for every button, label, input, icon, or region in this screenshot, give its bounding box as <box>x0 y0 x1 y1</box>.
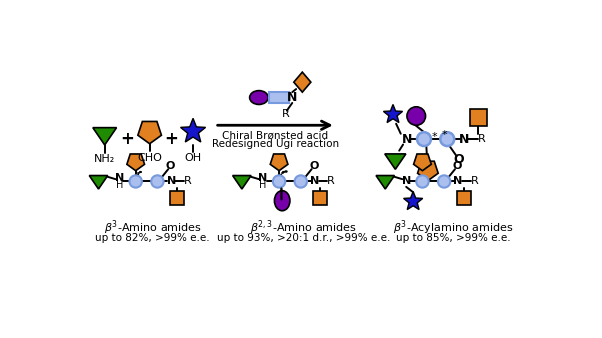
Circle shape <box>438 175 450 188</box>
Bar <box>170 192 184 206</box>
Text: $\beta^3$-Acylamino amides: $\beta^3$-Acylamino amides <box>393 218 514 237</box>
Text: H: H <box>259 180 267 190</box>
Text: O: O <box>166 161 175 171</box>
Text: +: + <box>120 130 134 148</box>
Text: Chiral Brønsted acid: Chiral Brønsted acid <box>222 131 328 141</box>
Text: N: N <box>115 173 124 184</box>
Text: up to 93%, >20:1 d.r., >99% e.e.: up to 93%, >20:1 d.r., >99% e.e. <box>217 233 391 243</box>
Text: R: R <box>471 176 478 187</box>
Bar <box>269 92 289 103</box>
Circle shape <box>440 132 455 146</box>
Ellipse shape <box>275 191 290 211</box>
Text: R: R <box>327 176 335 187</box>
Polygon shape <box>127 154 144 171</box>
Polygon shape <box>93 128 117 145</box>
Text: N: N <box>287 91 297 104</box>
Text: +: + <box>164 130 178 148</box>
Text: N: N <box>310 176 319 187</box>
Text: $\beta^3$-Amino amides: $\beta^3$-Amino amides <box>104 218 202 237</box>
Polygon shape <box>376 175 394 189</box>
Text: N: N <box>167 176 176 187</box>
Text: *: * <box>432 132 438 142</box>
Text: N: N <box>453 176 463 187</box>
Text: NH₂: NH₂ <box>94 154 116 164</box>
Ellipse shape <box>407 107 426 125</box>
Bar <box>456 192 471 206</box>
Bar <box>313 192 327 206</box>
Polygon shape <box>385 154 406 169</box>
Text: O: O <box>453 153 464 166</box>
Bar <box>470 109 487 126</box>
Polygon shape <box>181 118 205 142</box>
Polygon shape <box>270 154 288 171</box>
Polygon shape <box>138 121 161 144</box>
Polygon shape <box>414 154 431 171</box>
Circle shape <box>273 175 285 188</box>
Circle shape <box>151 175 164 188</box>
Text: H: H <box>116 180 123 190</box>
Text: up to 85%, >99% e.e.: up to 85%, >99% e.e. <box>396 233 510 243</box>
Circle shape <box>416 175 429 188</box>
Polygon shape <box>232 175 251 189</box>
Text: R: R <box>184 176 191 187</box>
Text: O: O <box>309 161 318 171</box>
Text: up to 82%, >99% e.e.: up to 82%, >99% e.e. <box>96 233 210 243</box>
Text: R: R <box>281 110 289 119</box>
Polygon shape <box>383 104 403 123</box>
Text: OH: OH <box>184 153 202 163</box>
Circle shape <box>417 132 431 146</box>
Text: N: N <box>258 173 267 184</box>
Text: $\beta^{2,3}$-Amino amides: $\beta^{2,3}$-Amino amides <box>250 218 358 237</box>
Text: Redesigned Ugi reaction: Redesigned Ugi reaction <box>212 139 339 149</box>
Polygon shape <box>294 72 311 92</box>
Text: CHO: CHO <box>137 152 162 163</box>
Circle shape <box>129 175 142 188</box>
Text: *: * <box>441 130 447 140</box>
Polygon shape <box>418 161 438 181</box>
Text: R: R <box>478 134 486 144</box>
Polygon shape <box>403 192 423 210</box>
Text: N: N <box>402 176 411 187</box>
Ellipse shape <box>250 91 268 104</box>
Polygon shape <box>89 175 108 189</box>
Text: O: O <box>453 161 462 171</box>
Circle shape <box>294 175 307 188</box>
Text: N: N <box>402 132 412 146</box>
Text: N: N <box>459 132 470 146</box>
